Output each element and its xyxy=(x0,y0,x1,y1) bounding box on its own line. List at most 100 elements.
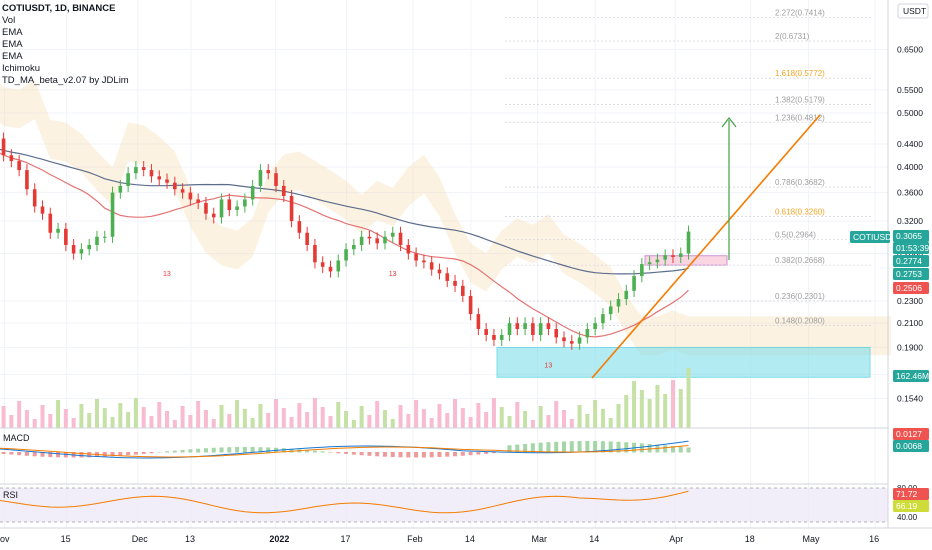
candle-body xyxy=(569,341,574,344)
candle-body xyxy=(632,276,636,291)
volume-bar xyxy=(382,410,387,428)
candle-body xyxy=(624,290,629,300)
price-tick-label: 0.6500 xyxy=(897,44,923,54)
volume-bar xyxy=(196,401,201,428)
candle-body xyxy=(601,314,605,324)
candle-body xyxy=(250,185,255,200)
candle-body xyxy=(352,244,356,250)
demand-zone xyxy=(496,346,871,378)
candle-body xyxy=(102,236,107,238)
candlestick-series: 13 13 13 xyxy=(1,132,691,369)
badge-timer-bg xyxy=(893,242,929,254)
volume-bar xyxy=(289,417,294,428)
volume-bar xyxy=(9,415,14,428)
time-tick-label: 16 xyxy=(869,534,879,544)
candle-body xyxy=(647,262,652,265)
candle-body xyxy=(336,260,341,272)
badge-rsi: 66.19 xyxy=(896,501,918,511)
macd-hist-bar xyxy=(266,447,271,453)
macd-hist-bar xyxy=(180,449,185,453)
time-tick-label: Apr xyxy=(669,534,683,544)
fib-label: 0.148(0.2080) xyxy=(775,316,825,325)
candle-body xyxy=(328,266,333,272)
macd-hist-bar xyxy=(546,442,551,453)
macd-hist-bar xyxy=(530,443,535,453)
volume-bar xyxy=(647,399,652,428)
macd-hist-bar xyxy=(242,447,247,453)
candle-body xyxy=(274,173,278,186)
drawing-tools xyxy=(591,114,821,379)
volume-bar xyxy=(266,413,271,428)
fib-label: 0.382(0.2668) xyxy=(775,256,825,265)
candle-body xyxy=(196,199,200,203)
trendline xyxy=(591,114,821,379)
candle-body xyxy=(422,260,426,263)
price-tick-label: 0.2100 xyxy=(897,318,923,328)
volume-bar xyxy=(554,401,559,428)
time-tick-label: 18 xyxy=(745,534,755,544)
volume-bar xyxy=(118,403,123,428)
macd-hist-bar xyxy=(507,445,512,453)
candle-body xyxy=(492,335,496,340)
candle-body xyxy=(141,167,146,171)
macd-hist-bar xyxy=(250,447,255,453)
badge-level-bg xyxy=(893,255,929,267)
candle-body xyxy=(320,262,325,267)
legend-ichimoku[interactable]: Ichimoku xyxy=(2,63,41,74)
macd-hist-bar xyxy=(647,443,652,453)
rsi-title[interactable]: RSI xyxy=(3,490,19,500)
rsi-tick-label: 40.00 xyxy=(897,513,918,522)
time-tick-label: 2022 xyxy=(269,534,289,544)
volume-bar xyxy=(530,420,535,428)
legend-ema-3[interactable]: EMA xyxy=(2,51,23,62)
legend-ema-1[interactable]: EMA xyxy=(2,27,23,38)
candle-body xyxy=(640,264,644,277)
macd-hist-bar xyxy=(608,441,613,453)
volume-bar xyxy=(250,418,255,428)
macd-hist-bar xyxy=(421,452,426,458)
volume-bar xyxy=(499,407,504,428)
macd-hist-bar xyxy=(639,443,644,453)
volume-bar xyxy=(172,420,177,428)
macd-hist-bar xyxy=(102,452,107,457)
symbol-title[interactable]: COTIUSDT, 1D, BINANCE xyxy=(2,3,116,14)
legend-vol[interactable]: Vol xyxy=(2,15,16,26)
volume-bar xyxy=(639,390,644,428)
macd-hist-bar xyxy=(320,451,325,453)
time-tick-label: 13 xyxy=(185,534,195,544)
time-tick-label: 17 xyxy=(340,534,350,544)
candle-body xyxy=(655,259,660,263)
macd-hist-bar xyxy=(17,452,22,456)
price-tick-label: 0.1540 xyxy=(897,393,923,403)
candle-body xyxy=(546,323,551,330)
candle-body xyxy=(445,273,450,281)
volume-bar xyxy=(655,385,660,428)
macd-hist-bar xyxy=(219,447,224,453)
legend-td-ma[interactable]: TD_MA_beta_v2.07 by JDLim xyxy=(2,75,129,86)
volume-bar xyxy=(211,419,216,428)
time-tick-label: 15 xyxy=(61,534,71,544)
badge-ema-fast-bg xyxy=(893,282,929,294)
volume-bar xyxy=(157,402,162,428)
candle-body xyxy=(9,155,14,162)
legend-ema-2[interactable]: EMA xyxy=(2,39,23,50)
candle-body xyxy=(1,138,6,156)
volume-bar xyxy=(546,415,551,428)
time-tick-label: ov xyxy=(0,534,10,544)
macd-hist-bar xyxy=(593,441,598,453)
badge-price: 0.3065 xyxy=(896,231,922,241)
time-axis[interactable]: ov 15 Dec 13 2022 17 Feb 14 Mar 14 Apr 18 May 16 xyxy=(0,527,932,544)
candle-body xyxy=(562,337,566,342)
price-tick-label: 0.2300 xyxy=(897,296,923,306)
macd-title[interactable]: MACD xyxy=(3,433,30,443)
fib-label: 0.5(0.2964) xyxy=(775,231,816,240)
macd-hist-bar xyxy=(149,452,154,454)
fib-label: 0.236(0.2301) xyxy=(775,292,825,301)
volume-bar xyxy=(670,380,675,428)
volume-bar xyxy=(94,399,99,428)
badge-timer: 01:53:39 xyxy=(896,243,929,253)
macd-hist-bar xyxy=(616,441,621,453)
candle-body xyxy=(266,170,271,174)
candle-body xyxy=(48,213,53,233)
